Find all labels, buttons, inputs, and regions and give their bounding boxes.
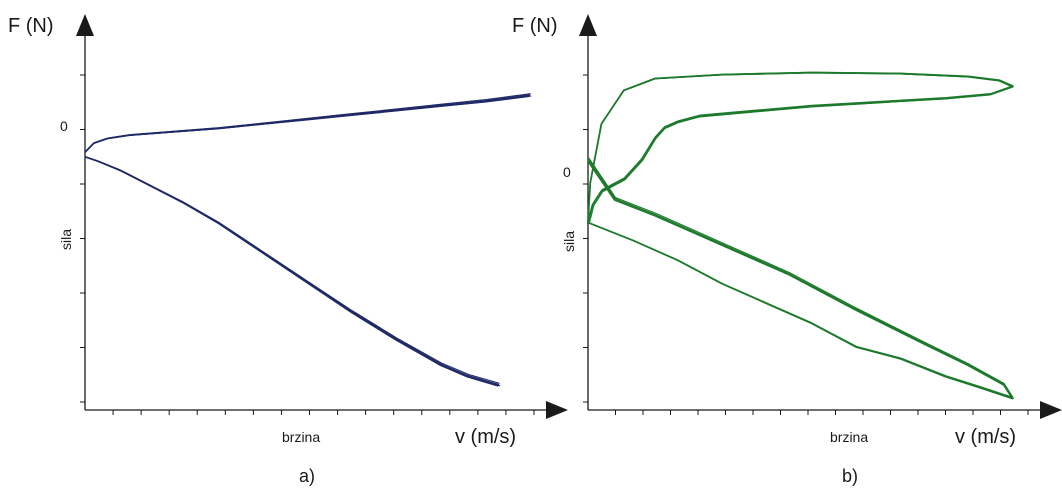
y-zero-label-b: 0 bbox=[563, 164, 571, 180]
x-axis-arrow-a bbox=[546, 401, 568, 419]
series-line bbox=[587, 71, 1014, 223]
lines-a bbox=[84, 93, 532, 387]
series-line bbox=[587, 72, 1014, 224]
panel-label-b: b) bbox=[842, 466, 858, 486]
series-line bbox=[587, 157, 1014, 398]
chart-panel-b: F (N) v (m/s) brzina sila 0 b) bbox=[512, 14, 1062, 486]
series-line bbox=[84, 156, 501, 387]
ticks-b bbox=[583, 74, 1029, 415]
panel-label-a: a) bbox=[299, 466, 315, 486]
y-zero-label-a: 0 bbox=[60, 118, 68, 134]
x-axis-label-a: brzina bbox=[282, 429, 320, 445]
x-axis-arrow-b bbox=[1040, 401, 1062, 419]
series-line bbox=[587, 159, 1014, 400]
y-axis-arrow-b bbox=[579, 14, 597, 36]
series-line bbox=[587, 71, 1014, 223]
series-line bbox=[84, 95, 530, 153]
y-axis-arrow-a bbox=[76, 14, 94, 36]
chart-panel-a: F (N) v (m/s) brzina sila 0 a) bbox=[8, 14, 568, 486]
x-axis-title-b: v (m/s) bbox=[955, 426, 1016, 448]
lines-b bbox=[586, 71, 1014, 400]
series-line bbox=[84, 95, 532, 153]
y-axis-label-a: sila bbox=[58, 229, 74, 250]
y-axis-title-a: F (N) bbox=[8, 15, 54, 37]
x-axis-title-a: v (m/s) bbox=[455, 426, 516, 448]
y-axis-title-b: F (N) bbox=[512, 15, 558, 37]
x-axis-label-b: brzina bbox=[830, 429, 868, 445]
ticks-a bbox=[80, 74, 535, 415]
y-axis-label-b: sila bbox=[561, 231, 577, 252]
series-line bbox=[586, 72, 1013, 225]
series-line bbox=[84, 156, 500, 384]
